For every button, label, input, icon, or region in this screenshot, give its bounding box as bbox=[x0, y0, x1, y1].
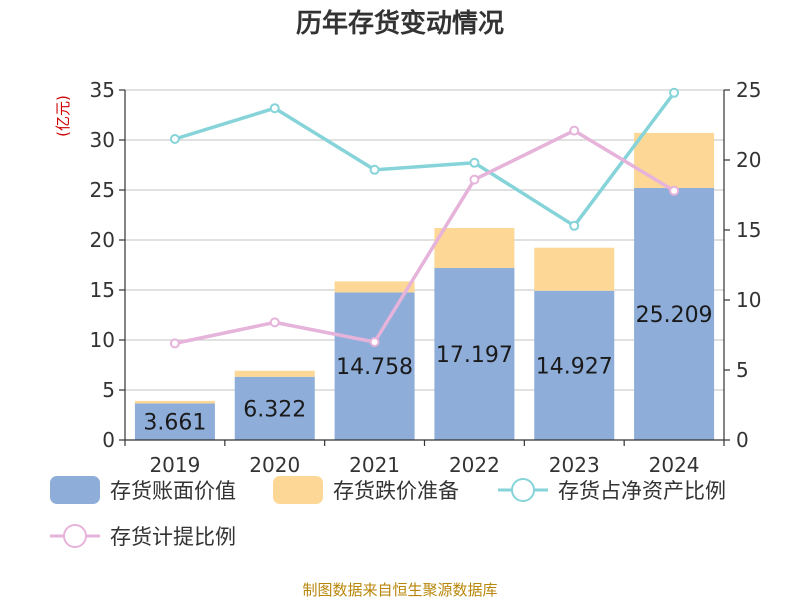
bar-label-group: 3.661 6.322 14.758 17.197 14.927 25.209 bbox=[143, 303, 712, 436]
x-tick-label: 2022 bbox=[449, 453, 500, 477]
legend-net-asset-ratio: 存货占净资产比例 bbox=[498, 478, 726, 503]
x-tick-label: 2019 bbox=[149, 453, 200, 477]
legend-label: 存货占净资产比例 bbox=[558, 479, 726, 503]
bar-data-label: 3.661 bbox=[143, 411, 206, 436]
right-tick-label: 0 bbox=[736, 428, 749, 452]
legend-label: 存货账面价值 bbox=[110, 479, 236, 503]
left-axis-unit: (亿元) bbox=[54, 95, 72, 137]
point-net-asset-ratio bbox=[269, 103, 280, 114]
point-provision-ratio bbox=[469, 174, 480, 185]
point-net-asset-ratio bbox=[469, 157, 480, 168]
right-tick-label: 20 bbox=[736, 148, 761, 172]
legend-marker bbox=[63, 524, 87, 548]
bar-data-label: 14.758 bbox=[336, 355, 413, 380]
bar-impairment-reserve bbox=[234, 370, 315, 377]
left-tick-label: 10 bbox=[90, 328, 115, 352]
line-provision-ratio bbox=[174, 128, 675, 346]
line-net-asset-ratio bbox=[174, 91, 676, 228]
axes: 0 5 10 15 20 25 30 35 0 5 10 15 20 25 2019 2020 2021 2022… bbox=[90, 78, 762, 477]
bar-data-label: 6.322 bbox=[243, 397, 306, 422]
data-source-note: 制图数据来自恒生聚源数据库 bbox=[302, 581, 497, 599]
legend-label: 存货跌价准备 bbox=[333, 479, 459, 503]
bar-book-value bbox=[534, 290, 615, 440]
x-tick-label: 2024 bbox=[649, 453, 700, 477]
right-axis-unit: % bbox=[796, 85, 800, 99]
legend-impairment-reserve: 存货跌价准备 bbox=[273, 476, 459, 504]
x-tick-label: 2023 bbox=[549, 453, 600, 477]
grid-lines bbox=[125, 89, 724, 391]
bar-impairment-reserve bbox=[434, 228, 515, 269]
right-tick-label: 10 bbox=[736, 288, 761, 312]
bar-group bbox=[134, 132, 715, 440]
point-net-asset-ratio bbox=[169, 134, 180, 144]
left-tick-label: 0 bbox=[102, 428, 115, 452]
left-tick-label: 30 bbox=[90, 128, 115, 152]
bar-book-value bbox=[234, 376, 315, 440]
bar-data-label: 25.209 bbox=[636, 303, 713, 328]
bar-book-value bbox=[634, 187, 715, 440]
point-provision-ratio bbox=[569, 125, 580, 136]
chart-title: 历年存货变动情况 bbox=[296, 8, 504, 39]
right-tick-label: 5 bbox=[736, 358, 749, 382]
right-tick-label: 15 bbox=[736, 218, 761, 242]
bar-data-label: 17.197 bbox=[436, 343, 513, 368]
point-net-asset-ratio bbox=[669, 87, 680, 98]
x-tick-label: 2020 bbox=[249, 453, 300, 477]
bar-impairment-reserve bbox=[534, 247, 615, 291]
legend-book-value: 存货账面价值 bbox=[50, 476, 236, 504]
bar-impairment-reserve bbox=[634, 132, 715, 188]
left-tick-label: 35 bbox=[90, 78, 115, 102]
line-series-group bbox=[169, 87, 680, 349]
point-provision-ratio bbox=[269, 317, 280, 328]
point-net-asset-ratio bbox=[369, 164, 380, 175]
left-tick-label: 15 bbox=[90, 278, 115, 302]
point-provision-ratio bbox=[669, 185, 680, 196]
left-tick-label: 5 bbox=[102, 378, 115, 402]
bar-book-value bbox=[334, 292, 415, 440]
point-provision-ratio bbox=[169, 338, 180, 349]
legend-label: 存货计提比例 bbox=[110, 525, 236, 549]
x-tick-label: 2021 bbox=[349, 453, 400, 477]
legend-provision-ratio: 存货计提比例 bbox=[50, 524, 236, 549]
bar-book-value bbox=[134, 403, 215, 440]
legend-swatch bbox=[50, 476, 100, 504]
right-tick-label: 25 bbox=[736, 78, 761, 102]
bar-data-label: 14.927 bbox=[536, 354, 613, 379]
bar-book-value bbox=[434, 268, 515, 440]
legend-swatch bbox=[273, 476, 323, 504]
point-net-asset-ratio bbox=[569, 220, 580, 231]
legend-marker bbox=[511, 478, 535, 502]
left-tick-label: 25 bbox=[90, 178, 115, 202]
left-tick-label: 20 bbox=[90, 228, 115, 252]
bar-impairment-reserve bbox=[334, 281, 415, 293]
bar-impairment-reserve bbox=[134, 400, 215, 404]
point-provision-ratio bbox=[369, 337, 380, 347]
